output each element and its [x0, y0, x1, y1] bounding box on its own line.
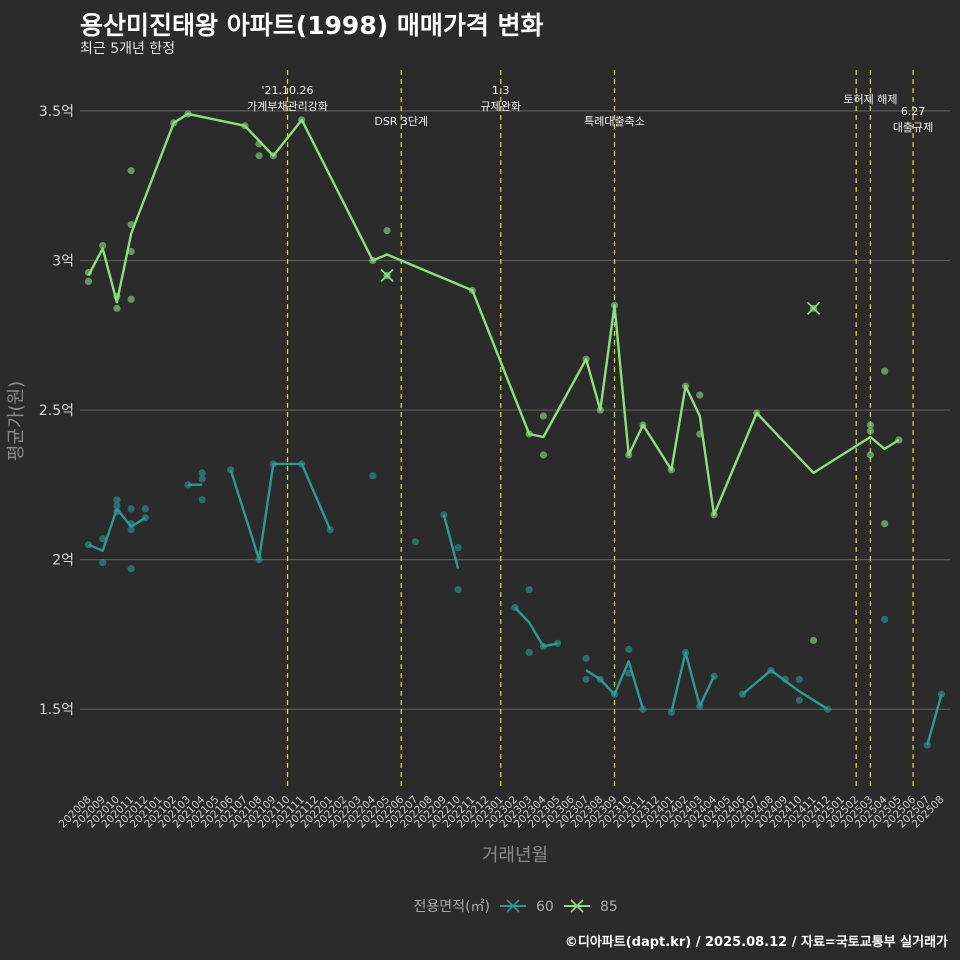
- chart-subtitle: 최근 5개년 한정: [80, 41, 176, 57]
- x-axis: 2020082020092020102020112020122021012021…: [57, 793, 947, 830]
- data-point: [99, 535, 107, 543]
- legend-title: 전용면적(㎡): [414, 899, 490, 915]
- series-line: [514, 606, 558, 648]
- data-point: [113, 304, 121, 312]
- data-point: [454, 585, 462, 594]
- legend-cross: [570, 899, 584, 913]
- grid-lines: [80, 110, 950, 710]
- data-point: [369, 472, 377, 480]
- series-line: [585, 660, 645, 710]
- data-point: [84, 277, 93, 286]
- data-point: [113, 496, 121, 504]
- data-point: [696, 391, 704, 399]
- series-line: [670, 651, 716, 713]
- legend-label: 60: [536, 899, 554, 915]
- policy-annotation: 가계부채관리강화: [247, 100, 328, 113]
- data-point: [639, 705, 647, 713]
- data-point: [127, 505, 135, 513]
- data-point: [795, 696, 803, 704]
- data-point: [440, 511, 448, 519]
- data-point: [866, 451, 875, 459]
- data-point: [525, 648, 533, 656]
- legend-cross: [506, 899, 520, 913]
- series-line: [87, 112, 900, 516]
- policy-annotation: 특례대출축소: [584, 115, 645, 128]
- data-point: [99, 559, 107, 567]
- data-point: [866, 421, 875, 429]
- data-point: [127, 526, 135, 534]
- data-point: [198, 469, 206, 477]
- series-line: [926, 693, 943, 746]
- data-point: [383, 226, 391, 235]
- data-point: [198, 475, 206, 483]
- data-point: [141, 505, 149, 513]
- data-point: [383, 271, 391, 280]
- series-line: [741, 669, 829, 711]
- data-point: [582, 675, 590, 683]
- data-point: [127, 247, 135, 256]
- data-point: [127, 565, 135, 573]
- x-axis-title: 거래년월: [482, 845, 548, 866]
- data-point: [127, 167, 135, 175]
- legend: 전용면적(㎡) 60 85: [414, 899, 618, 915]
- data-point: [525, 585, 533, 594]
- series-line: [88, 507, 147, 552]
- data-point: [881, 615, 889, 624]
- policy-annotation: 규제완화: [481, 100, 521, 113]
- y-tick-label: 2억: [52, 553, 74, 569]
- y-tick-label: 3억: [52, 253, 74, 269]
- data-point: [866, 427, 875, 435]
- data-point: [937, 690, 946, 698]
- y-axis-title: 평균가(원): [6, 381, 27, 461]
- data-point: [454, 544, 462, 552]
- data-point: [539, 412, 548, 420]
- y-tick-label: 2.5억: [39, 403, 74, 419]
- data-point: [625, 645, 633, 653]
- legend-item-60: 60: [500, 899, 554, 915]
- data-point: [809, 304, 818, 312]
- y-tick-label: 3.5억: [39, 104, 74, 120]
- data-point: [795, 675, 803, 683]
- series-60: [84, 268, 946, 749]
- data-point: [198, 496, 206, 504]
- data-point: [881, 520, 889, 528]
- chart-title: 용산미진태왕 아파트(1998) 매매가격 변화: [80, 11, 544, 40]
- policy-annotation: '21.10.26: [262, 84, 314, 97]
- data-point: [881, 367, 889, 375]
- policy-annotation: DSR 3단계: [374, 115, 428, 128]
- series-line: [442, 514, 460, 569]
- data-point: [113, 502, 121, 510]
- series-line: [229, 462, 332, 561]
- legend-label: 85: [600, 899, 618, 915]
- data-point: [667, 708, 675, 716]
- legend-item-85: 85: [564, 899, 618, 915]
- data-point: [411, 538, 420, 546]
- data-point: [809, 636, 818, 645]
- series-85: [84, 110, 903, 645]
- source-caption: ©디아파트(dapt.kr) / 2025.08.12 / 자료=국토교통부 실…: [564, 935, 948, 950]
- data-point: [99, 241, 107, 250]
- data-point: [255, 152, 263, 160]
- y-tick-label: 1.5억: [39, 702, 74, 718]
- data-point: [539, 451, 548, 459]
- policy-annotation: 1.3: [492, 84, 510, 97]
- data-point: [582, 654, 590, 662]
- y-axis: 1.5억 2억 2.5억 3억 3.5억: [39, 104, 74, 718]
- series-group: [84, 110, 946, 749]
- data-point: [923, 741, 931, 749]
- policy-annotation: 6.27: [901, 105, 926, 118]
- policy-annotation: 토허제 해제: [843, 92, 897, 106]
- policy-annotation: 대출규제: [893, 121, 933, 134]
- data-point: [127, 295, 135, 303]
